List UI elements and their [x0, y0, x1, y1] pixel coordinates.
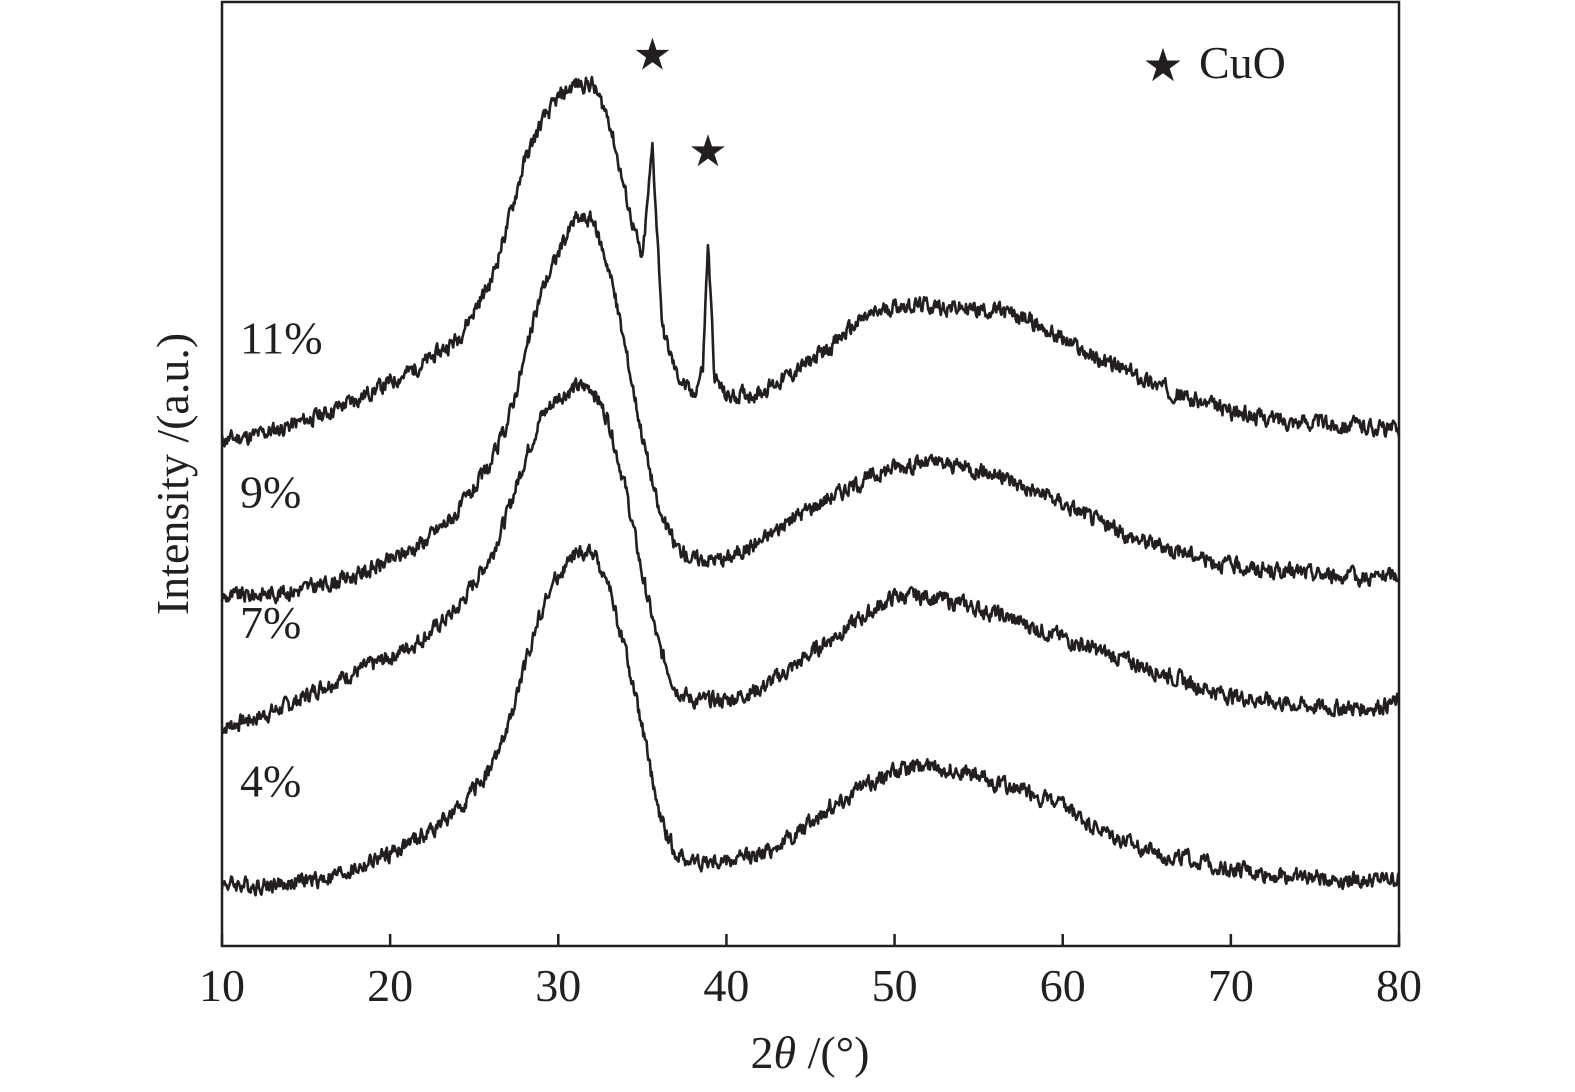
- series-label-7pct: 7%: [240, 597, 301, 648]
- x-axis-title: 2θ /(°): [751, 1027, 870, 1078]
- y-axis-title: Intensity /(a.u.): [147, 333, 198, 615]
- cuo-star-marker: ★: [688, 127, 727, 176]
- x-axis-title-theta: θ: [774, 1027, 797, 1078]
- x-axis-title-number: 2: [751, 1027, 774, 1078]
- series-line-9pct: [220, 210, 1401, 605]
- x-tick-label: 20: [367, 960, 413, 1011]
- plot-frame: [220, 0, 1401, 948]
- series-labels: 4% 7% 9% 11%: [240, 313, 323, 807]
- x-tick-label: 10: [199, 960, 245, 1011]
- legend-label: CuO: [1199, 37, 1286, 88]
- series-label-11pct: 11%: [240, 313, 323, 364]
- x-axis-title-unit: /(°): [796, 1027, 869, 1078]
- x-tick-label: 50: [872, 960, 918, 1011]
- x-tick-label: 60: [1040, 960, 1086, 1011]
- x-axis-ticks: 10 20 30 40 50 60 70 80: [199, 934, 1422, 1011]
- x-tick-label: 40: [703, 960, 749, 1011]
- series-layer: [220, 75, 1401, 897]
- x-tick-label: 80: [1376, 960, 1422, 1011]
- legend-marker: ★: [1142, 40, 1183, 91]
- cuo-star-marker: ★: [633, 30, 672, 79]
- legend: ★ CuO: [1142, 37, 1286, 91]
- series-label-4pct: 4%: [240, 756, 301, 807]
- series-label-9pct: 9%: [240, 467, 301, 518]
- series-line-4pct: [220, 543, 1401, 897]
- x-tick-label: 30: [535, 960, 581, 1011]
- series-line-7pct: [220, 377, 1401, 734]
- x-tick-label: 70: [1208, 960, 1254, 1011]
- series-line-11pct: [220, 75, 1401, 448]
- peak-markers: ★★: [633, 30, 728, 175]
